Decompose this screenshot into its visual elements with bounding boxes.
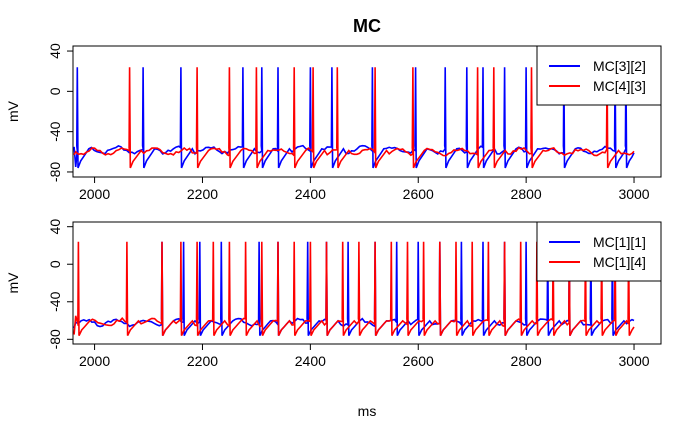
legend-box xyxy=(536,45,662,106)
x-tick-label: 2800 xyxy=(511,353,542,369)
legend-label: MC[3][2] xyxy=(593,58,646,74)
x-tick-label: 2600 xyxy=(403,353,434,369)
x-axis-title: ms xyxy=(358,403,377,419)
x-tick-label: 2200 xyxy=(187,353,218,369)
top-panel: 2000 2200 2400 2600 2800 3000 -80 -40 0 40 mV MC[3]… xyxy=(5,43,662,202)
bottom-panel: 2000 2200 2400 2600 2800 3000 -80 -40 0 40 mV MC[1]… xyxy=(5,219,662,369)
y-axis-title: mV xyxy=(5,272,21,294)
legend-label: MC[4][3] xyxy=(593,78,646,94)
x-tick-label: 2800 xyxy=(511,186,542,202)
series-line-mc-1-1- xyxy=(73,241,635,336)
x-tick-label: 2600 xyxy=(403,186,434,202)
x-tick-label: 2000 xyxy=(79,353,110,369)
y-tick-label: -40 xyxy=(47,121,63,141)
plot-frame xyxy=(72,221,662,345)
legend-box xyxy=(536,221,662,282)
series-line-mc-3-2- xyxy=(73,67,635,169)
y-tick-label: 0 xyxy=(47,87,63,95)
x-tick-label: 2200 xyxy=(187,186,218,202)
series-line-mc-1-4- xyxy=(73,241,635,336)
y-tick-label: -80 xyxy=(47,162,63,182)
legend-label: MC[1][1] xyxy=(593,234,646,250)
y-tick-label: 40 xyxy=(47,43,63,59)
plot-frame xyxy=(72,45,662,178)
x-tick-label: 2400 xyxy=(295,353,326,369)
y-tick-label: -40 xyxy=(47,291,63,311)
y-tick-label: 0 xyxy=(47,260,63,268)
x-tick-label: 2000 xyxy=(79,186,110,202)
chart-title: MC xyxy=(353,16,381,36)
legend-label: MC[1][4] xyxy=(593,254,646,270)
x-tick-label: 2400 xyxy=(295,186,326,202)
y-tick-label: 40 xyxy=(47,219,63,235)
x-tick-label: 3000 xyxy=(618,353,649,369)
x-tick-label: 3000 xyxy=(618,186,649,202)
y-tick-label: -80 xyxy=(47,329,63,349)
series-line-mc-4-3- xyxy=(73,67,635,169)
y-axis-title: mV xyxy=(5,100,21,122)
